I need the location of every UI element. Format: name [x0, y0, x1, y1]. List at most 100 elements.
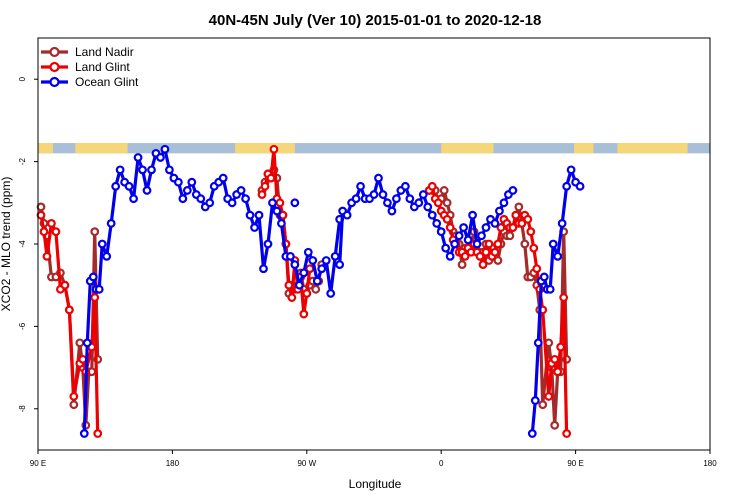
land-band-segment	[235, 143, 295, 154]
data-point	[562, 181, 572, 191]
data-point	[495, 206, 504, 216]
x-axis: 90 E 180 90 W 0 90 E 180	[30, 450, 717, 468]
data-point	[111, 181, 121, 191]
data-point	[60, 280, 70, 290]
data-point	[254, 210, 264, 220]
data-point	[260, 181, 270, 191]
data-point	[218, 173, 228, 183]
y-tick-label: -6	[18, 322, 27, 330]
data-point	[311, 284, 321, 294]
legend-item: Land Glint	[41, 60, 130, 74]
plot-frame	[37, 37, 711, 451]
data-point	[490, 247, 500, 257]
data-point	[457, 260, 467, 270]
data-point	[294, 280, 304, 290]
data-point	[496, 223, 506, 232]
data-point	[90, 293, 100, 302]
data-point	[527, 429, 537, 438]
data-point	[88, 272, 98, 282]
data-point	[511, 210, 521, 220]
data-point	[321, 256, 331, 265]
data-point	[529, 243, 539, 253]
data-point	[290, 260, 300, 270]
data-point	[272, 206, 282, 216]
data-point	[178, 194, 188, 204]
data-point	[523, 214, 533, 224]
data-point	[369, 190, 379, 199]
data-point	[478, 260, 488, 270]
data-point	[330, 251, 340, 261]
data-point	[418, 190, 428, 199]
data-point	[472, 239, 482, 249]
x-axis-label: Longitude	[349, 477, 402, 491]
land-band-segment	[574, 143, 594, 154]
data-point	[284, 280, 294, 290]
data-point	[250, 223, 259, 232]
data-point	[160, 144, 170, 154]
data-point	[450, 239, 460, 249]
data-point	[454, 231, 464, 241]
x-tick-label: 90 E	[30, 459, 46, 468]
land-band-segment	[38, 143, 53, 154]
data-point	[277, 218, 286, 228]
data-point	[374, 173, 383, 183]
land-ocean-band	[38, 143, 710, 154]
data-point	[400, 181, 410, 191]
data-point	[47, 218, 56, 228]
ocean-band	[38, 143, 710, 154]
data-point	[263, 239, 273, 249]
data-point	[227, 198, 237, 208]
data-point	[115, 165, 125, 175]
data-point	[69, 400, 79, 410]
data-point	[124, 181, 134, 191]
data-point	[69, 392, 79, 401]
data-point	[526, 227, 536, 237]
data-point	[51, 227, 61, 237]
series-land-glint	[36, 144, 572, 438]
land-band-segment	[617, 143, 688, 154]
data-point	[257, 190, 267, 199]
data-point	[356, 181, 365, 191]
data-point	[514, 202, 524, 212]
data-point	[423, 202, 433, 212]
x-tick-label: 90 E	[567, 459, 583, 468]
data-point	[138, 165, 147, 175]
data-point	[575, 181, 585, 191]
data-point	[475, 251, 485, 261]
legend-label: Land Nadir	[75, 45, 134, 59]
data-point	[532, 264, 542, 274]
legend-marker	[49, 46, 60, 58]
data-point	[427, 210, 437, 220]
data-point	[556, 342, 566, 352]
data-point	[490, 218, 500, 228]
data-point	[259, 264, 268, 274]
land-band-segment	[75, 143, 128, 154]
legend-label: Ocean Glint	[75, 75, 139, 89]
data-point	[290, 198, 300, 208]
data-point	[42, 251, 52, 261]
data-point	[427, 181, 437, 191]
chart-title: 40N-45N July (Ver 10) 2015-01-01 to 2020…	[209, 12, 542, 29]
y-tick-label: 0	[18, 76, 27, 81]
legend-marker	[49, 61, 60, 73]
data-point	[557, 218, 567, 228]
data-point	[505, 231, 515, 241]
data-point	[392, 194, 401, 204]
data-point	[299, 268, 309, 278]
data-point	[481, 247, 491, 257]
data-point	[142, 186, 152, 195]
legend-item: Land Nadir	[41, 45, 134, 59]
data-point	[97, 239, 107, 249]
data-point	[442, 198, 452, 208]
data-point	[266, 173, 276, 183]
data-point	[102, 251, 112, 261]
data-point	[308, 256, 318, 265]
data-point	[299, 309, 309, 319]
legend-item: Ocean Glint	[41, 75, 139, 89]
data-point	[156, 153, 165, 162]
data-point	[303, 247, 313, 257]
data-point	[268, 198, 277, 208]
data-point	[82, 338, 92, 348]
land-band-segment	[441, 143, 494, 154]
data-point	[433, 198, 443, 208]
